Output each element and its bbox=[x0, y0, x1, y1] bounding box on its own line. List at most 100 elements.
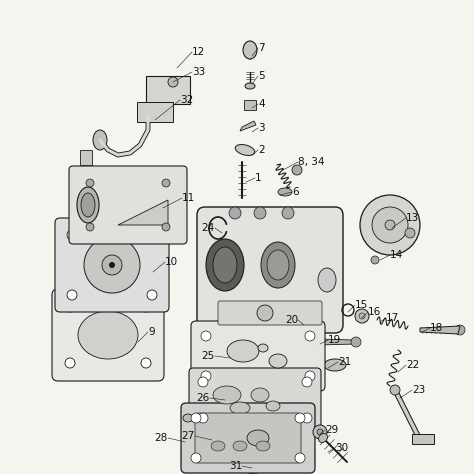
Ellipse shape bbox=[227, 340, 259, 362]
Text: 15: 15 bbox=[355, 300, 368, 310]
Ellipse shape bbox=[247, 430, 269, 446]
Text: 27: 27 bbox=[182, 431, 195, 441]
Circle shape bbox=[201, 371, 211, 381]
Text: 14: 14 bbox=[390, 250, 403, 260]
FancyBboxPatch shape bbox=[189, 368, 321, 432]
Ellipse shape bbox=[261, 242, 295, 288]
FancyBboxPatch shape bbox=[195, 413, 301, 463]
Circle shape bbox=[385, 220, 395, 230]
Circle shape bbox=[317, 429, 323, 435]
Polygon shape bbox=[80, 150, 92, 165]
Circle shape bbox=[84, 237, 140, 293]
Text: 4: 4 bbox=[258, 99, 264, 109]
Text: 30: 30 bbox=[335, 443, 348, 453]
Ellipse shape bbox=[266, 401, 280, 411]
Circle shape bbox=[102, 255, 122, 275]
Circle shape bbox=[254, 207, 266, 219]
Circle shape bbox=[201, 331, 211, 341]
Circle shape bbox=[313, 425, 327, 439]
Circle shape bbox=[86, 179, 94, 187]
Text: 28: 28 bbox=[155, 433, 168, 443]
Text: 6: 6 bbox=[292, 187, 299, 197]
Ellipse shape bbox=[258, 344, 268, 352]
Ellipse shape bbox=[206, 239, 244, 291]
FancyBboxPatch shape bbox=[52, 289, 164, 381]
Text: 12: 12 bbox=[192, 47, 205, 57]
Circle shape bbox=[147, 230, 157, 240]
Ellipse shape bbox=[256, 441, 270, 451]
Text: 26: 26 bbox=[197, 393, 210, 403]
FancyBboxPatch shape bbox=[218, 301, 322, 325]
Text: 7: 7 bbox=[258, 43, 264, 53]
Ellipse shape bbox=[183, 414, 193, 422]
Ellipse shape bbox=[324, 359, 346, 371]
Circle shape bbox=[405, 228, 415, 238]
Ellipse shape bbox=[213, 386, 241, 404]
Ellipse shape bbox=[267, 250, 289, 280]
Text: 33: 33 bbox=[192, 67, 205, 77]
Ellipse shape bbox=[269, 354, 287, 368]
Ellipse shape bbox=[278, 188, 292, 196]
Text: 21: 21 bbox=[338, 357, 351, 367]
Ellipse shape bbox=[81, 193, 95, 217]
Circle shape bbox=[198, 413, 208, 423]
Text: 13: 13 bbox=[406, 213, 419, 223]
Circle shape bbox=[67, 290, 77, 300]
Polygon shape bbox=[318, 339, 356, 345]
Circle shape bbox=[162, 179, 170, 187]
Circle shape bbox=[295, 413, 305, 423]
Text: 8, 34: 8, 34 bbox=[298, 157, 325, 167]
FancyBboxPatch shape bbox=[197, 207, 343, 333]
Polygon shape bbox=[412, 434, 434, 444]
Circle shape bbox=[168, 77, 178, 87]
Circle shape bbox=[360, 195, 420, 255]
Circle shape bbox=[390, 385, 400, 395]
Circle shape bbox=[141, 302, 151, 312]
Polygon shape bbox=[137, 102, 173, 122]
Polygon shape bbox=[146, 76, 190, 104]
Text: 29: 29 bbox=[325, 425, 338, 435]
Text: 32: 32 bbox=[180, 95, 193, 105]
Text: 18: 18 bbox=[430, 323, 443, 333]
Polygon shape bbox=[420, 326, 460, 334]
Circle shape bbox=[295, 453, 305, 463]
Circle shape bbox=[355, 309, 369, 323]
Ellipse shape bbox=[245, 83, 255, 89]
Ellipse shape bbox=[78, 311, 138, 359]
Circle shape bbox=[351, 337, 361, 347]
Circle shape bbox=[257, 305, 273, 321]
Text: 11: 11 bbox=[182, 193, 195, 203]
Text: 9: 9 bbox=[148, 327, 155, 337]
Ellipse shape bbox=[233, 441, 247, 451]
Circle shape bbox=[141, 358, 151, 368]
Polygon shape bbox=[118, 200, 168, 225]
Text: 5: 5 bbox=[258, 71, 264, 81]
FancyBboxPatch shape bbox=[69, 166, 187, 244]
Ellipse shape bbox=[230, 402, 250, 414]
Text: 24: 24 bbox=[202, 223, 215, 233]
Circle shape bbox=[191, 413, 201, 423]
Circle shape bbox=[191, 453, 201, 463]
Text: 22: 22 bbox=[406, 360, 419, 370]
Circle shape bbox=[302, 377, 312, 387]
Ellipse shape bbox=[93, 130, 107, 150]
Circle shape bbox=[305, 331, 315, 341]
Circle shape bbox=[305, 371, 315, 381]
FancyBboxPatch shape bbox=[191, 321, 325, 391]
Text: 25: 25 bbox=[202, 351, 215, 361]
Ellipse shape bbox=[251, 388, 269, 402]
Bar bbox=[244, 100, 256, 110]
Polygon shape bbox=[240, 121, 256, 131]
Ellipse shape bbox=[243, 41, 257, 59]
Text: 23: 23 bbox=[412, 385, 425, 395]
Text: 2: 2 bbox=[258, 145, 264, 155]
Circle shape bbox=[292, 165, 302, 175]
FancyBboxPatch shape bbox=[181, 403, 315, 473]
Circle shape bbox=[371, 256, 379, 264]
Text: 17: 17 bbox=[386, 313, 399, 323]
Circle shape bbox=[229, 207, 241, 219]
Text: 3: 3 bbox=[258, 123, 264, 133]
Ellipse shape bbox=[235, 145, 255, 155]
Text: 19: 19 bbox=[328, 335, 341, 345]
Text: 20: 20 bbox=[285, 315, 298, 325]
